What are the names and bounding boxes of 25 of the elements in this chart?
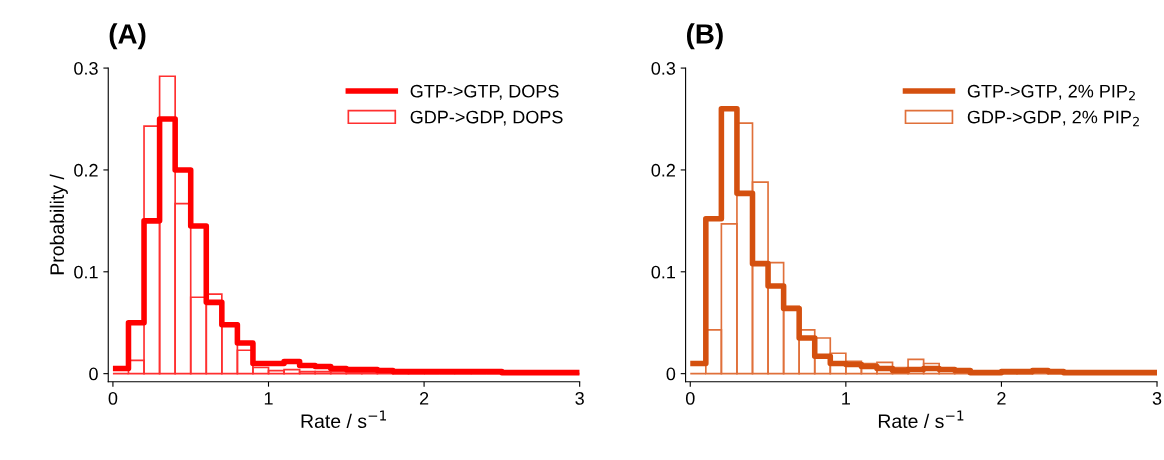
x-tick-label: 2 — [997, 392, 1006, 405]
y-tick-label: 0 — [89, 367, 98, 381]
legend-label: GDP->GDP, DOPS — [410, 110, 563, 126]
x-tick-label: 3 — [1152, 392, 1162, 405]
x-tick-label: 2 — [419, 392, 429, 405]
x-tick-label: 1 — [264, 392, 273, 405]
y-tick-label: 0.3 — [74, 62, 98, 75]
legend-label: GTP->GTP, 2% PIP$_{2}$ — [967, 84, 1135, 101]
chart-title: (A) — [109, 23, 146, 50]
y-tick-label: 0.1 — [74, 265, 98, 279]
y-tick-label: 0.2 — [74, 163, 98, 177]
y-tick-label: 0 — [666, 367, 676, 381]
x-tick-label: 1 — [842, 392, 850, 405]
legend-label: GTP->GTP, DOPS — [410, 84, 559, 100]
x-axis-title: Rate / s$^{−1}$ — [301, 410, 387, 429]
legend-label: GDP->GDP, 2% PIP$_{2}$ — [967, 110, 1139, 127]
y-tick-label: 0.3 — [651, 62, 676, 75]
y-axis-title: Probability / — [49, 174, 68, 275]
x-tick-label: 0 — [685, 392, 695, 405]
chart-title: (B) — [686, 23, 723, 50]
x-tick-label: 3 — [575, 392, 584, 405]
x-axis-title: Rate / s$^{−1}$ — [878, 410, 964, 429]
y-tick-label: 0.1 — [651, 265, 675, 279]
x-tick-label: 0 — [108, 392, 118, 405]
y-tick-label: 0.2 — [651, 163, 675, 177]
